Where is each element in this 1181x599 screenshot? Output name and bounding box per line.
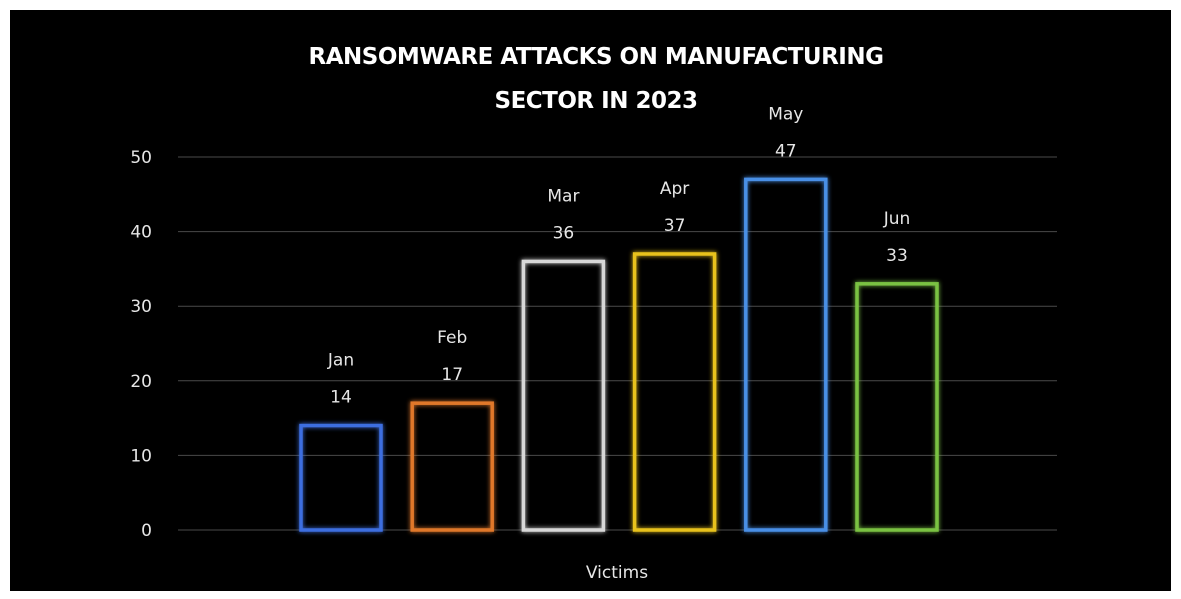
- y-tick-label: 20: [130, 372, 152, 392]
- chart-frame: [10, 10, 1171, 591]
- bars: [299, 177, 939, 532]
- bar-mar: [521, 259, 606, 532]
- y-axis-ticks: 0 10 20 30 40 50: [130, 148, 152, 541]
- bar-category-label: Jan: [327, 351, 354, 371]
- bar-feb: [410, 401, 494, 532]
- chart-title-line-2: SECTOR IN 2023: [495, 88, 698, 114]
- bar-category-label: Jun: [883, 209, 911, 229]
- bar-category-label: Mar: [547, 186, 579, 206]
- chart-title-line-1: RANSOMWARE ATTACKS ON MANUFACTURING: [309, 44, 884, 70]
- bar-apr: [632, 252, 717, 532]
- bar-value-label: 36: [553, 223, 575, 243]
- y-tick-label: 10: [130, 446, 152, 466]
- bar-jan: [299, 423, 383, 532]
- bar-labels: Jan 14 Feb 17 Mar 36 Apr 37 May 47 Jun 33: [327, 104, 910, 407]
- bar-jun: [855, 282, 939, 532]
- bar-category-label: Feb: [437, 328, 467, 348]
- gridlines: [178, 156, 1057, 531]
- bar-category-label: May: [768, 104, 803, 124]
- y-tick-label: 30: [130, 297, 152, 317]
- bar-may: [744, 177, 828, 532]
- bar-value-label: 47: [775, 141, 797, 161]
- x-axis-title: Victims: [586, 563, 648, 583]
- y-tick-label: 50: [130, 148, 152, 168]
- bar-value-label: 17: [441, 365, 463, 385]
- bar-value-label: 37: [664, 216, 686, 236]
- bar-category-label: Apr: [660, 179, 689, 199]
- y-tick-label: 40: [130, 223, 152, 243]
- bar-value-label: 14: [330, 388, 352, 408]
- y-tick-label: 0: [141, 521, 152, 541]
- bar-value-label: 33: [886, 246, 908, 266]
